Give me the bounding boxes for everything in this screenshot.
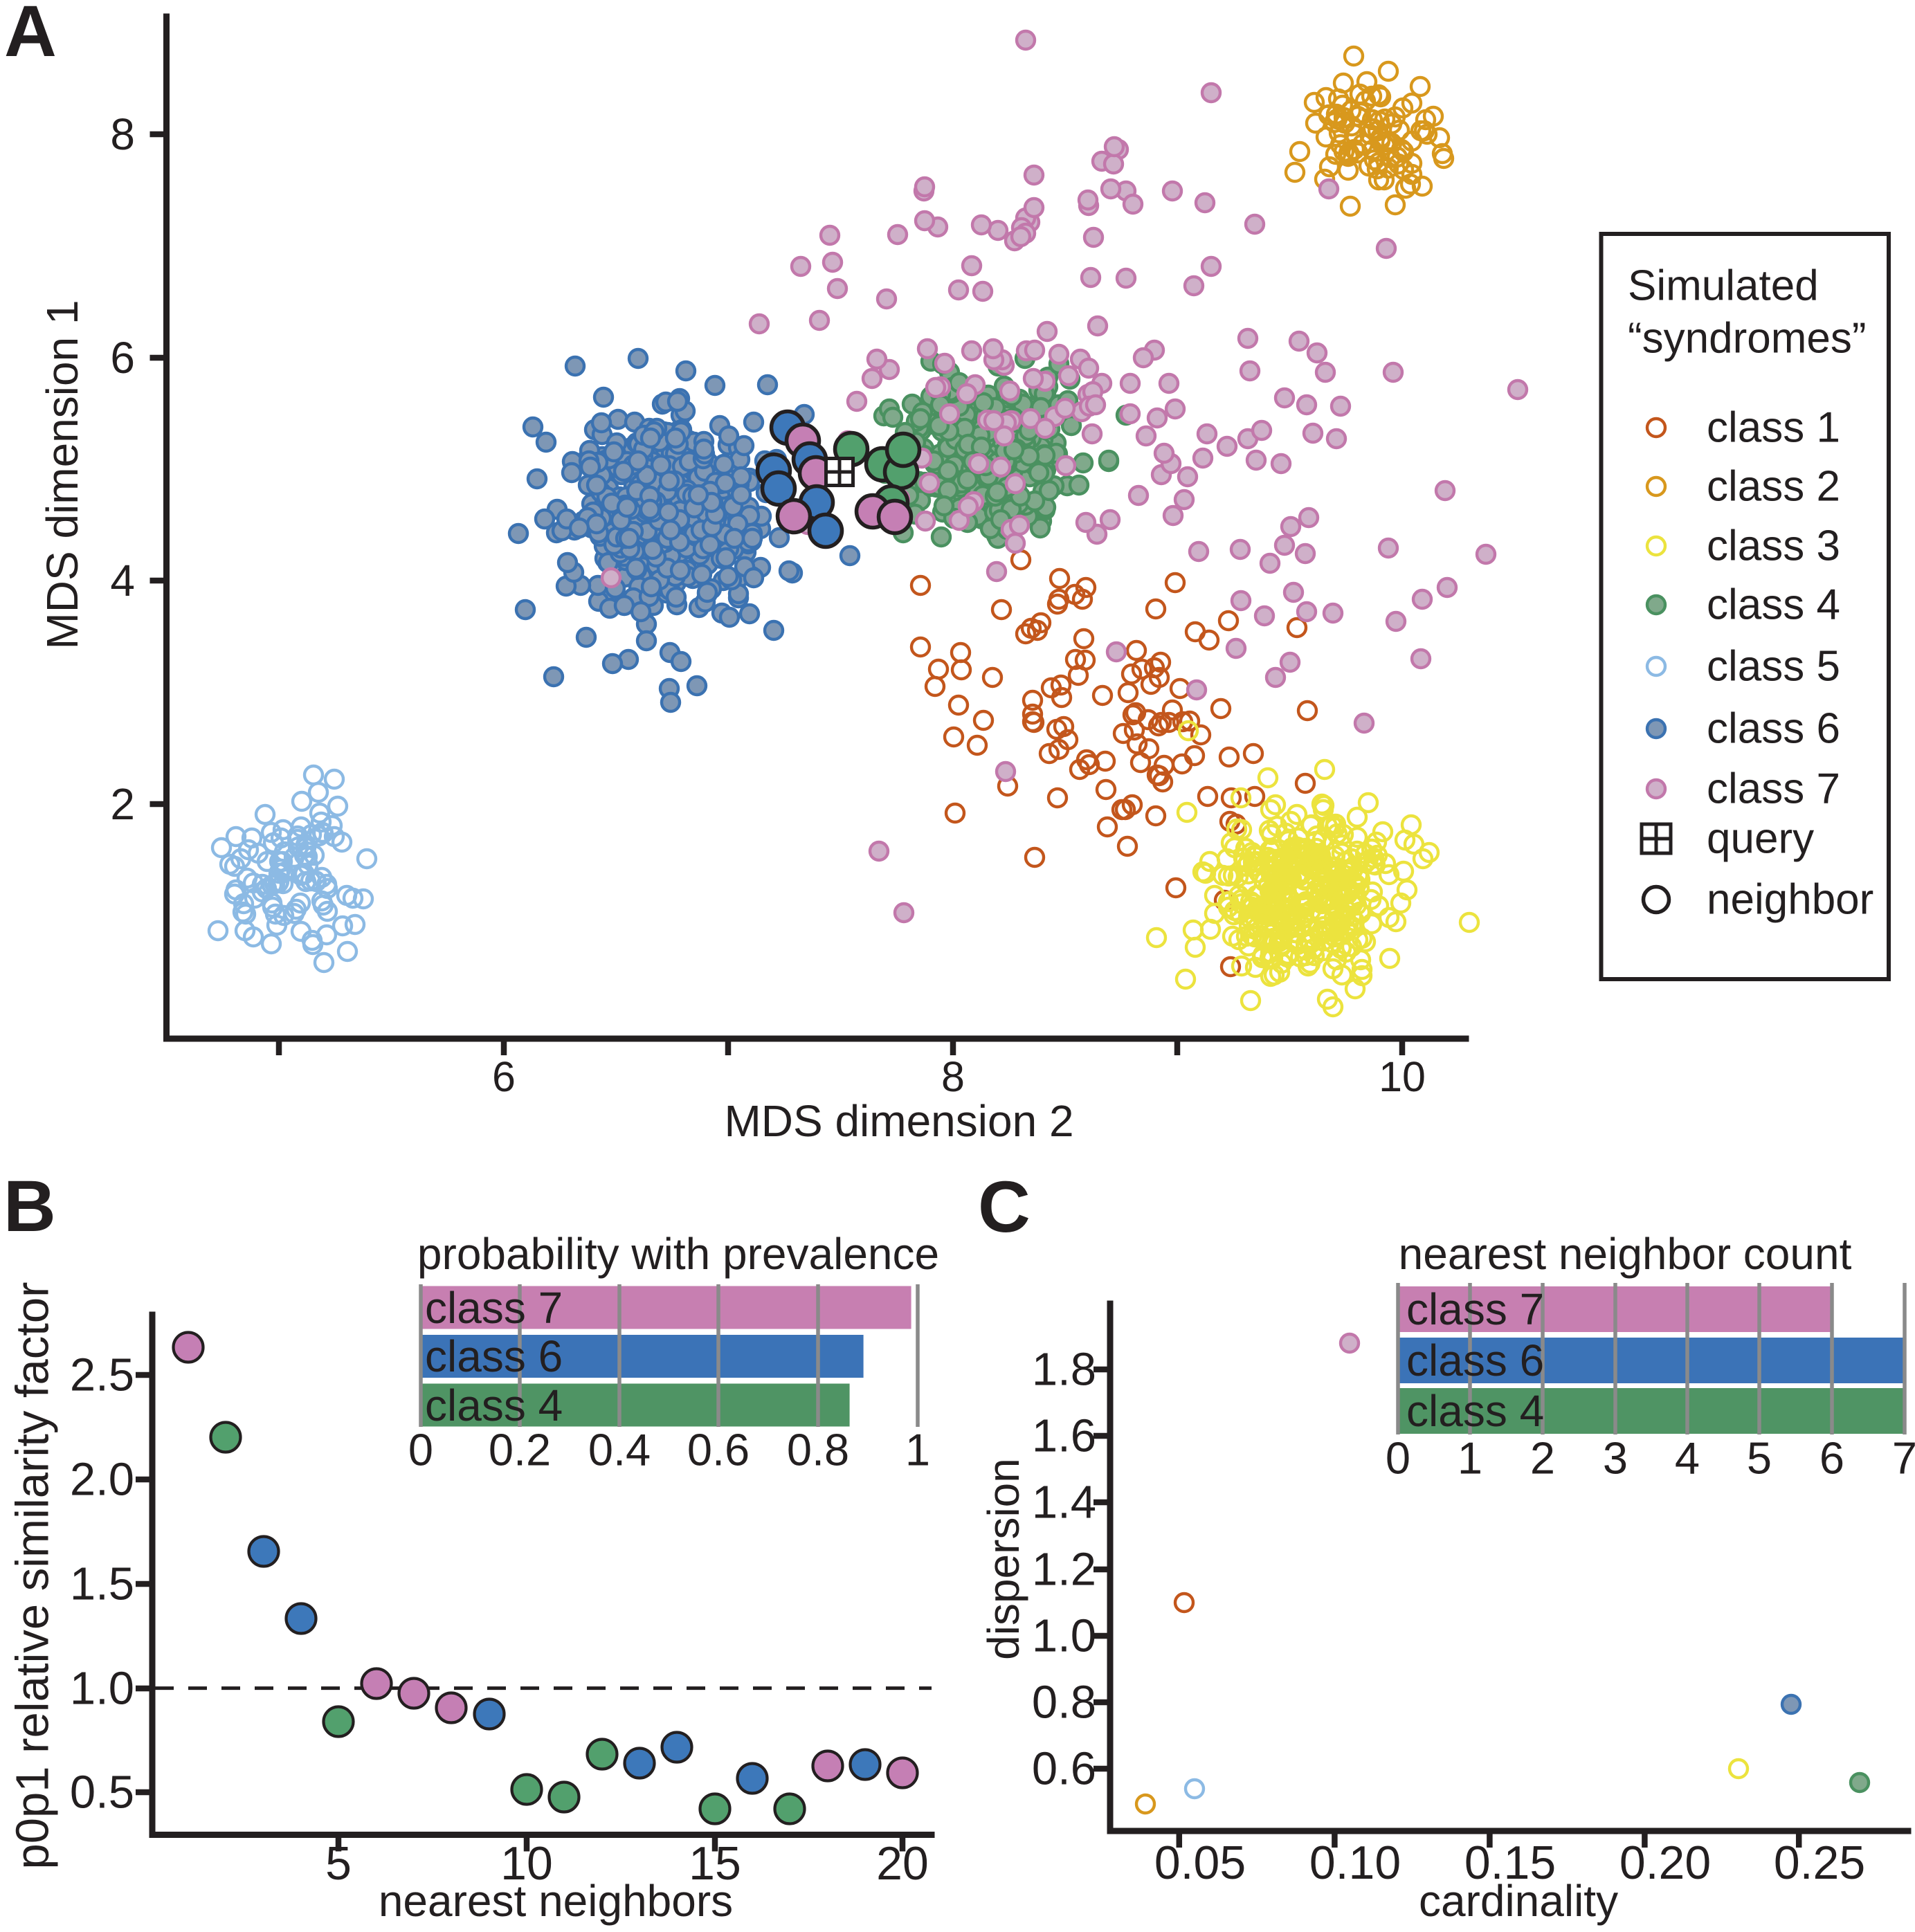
svg-text:class 7: class 7	[425, 1283, 563, 1333]
svg-text:A: A	[4, 0, 57, 72]
svg-text:neighbor: neighbor	[1707, 876, 1873, 924]
svg-text:dispersion: dispersion	[979, 1458, 1028, 1660]
svg-text:0.6: 0.6	[1032, 1743, 1096, 1795]
svg-text:0.2: 0.2	[489, 1425, 551, 1475]
svg-text:p0p1 relative similarity facto: p0p1 relative similarity factor	[7, 1282, 59, 1870]
svg-text:0.8: 0.8	[1032, 1677, 1096, 1729]
svg-text:C: C	[978, 1167, 1031, 1248]
svg-text:0: 0	[408, 1425, 433, 1475]
svg-text:class 7: class 7	[1707, 765, 1840, 813]
svg-text:20: 20	[876, 1837, 929, 1890]
svg-text:1.0: 1.0	[1032, 1610, 1096, 1662]
svg-text:2.0: 2.0	[70, 1454, 134, 1506]
svg-text:0.05: 0.05	[1154, 1837, 1246, 1889]
svg-text:2: 2	[110, 779, 135, 829]
svg-text:2: 2	[1530, 1433, 1555, 1484]
svg-text:0.6: 0.6	[687, 1425, 750, 1475]
svg-text:class 3: class 3	[1707, 522, 1840, 570]
svg-text:1.2: 1.2	[1032, 1544, 1096, 1596]
svg-text:0.20: 0.20	[1619, 1837, 1711, 1889]
svg-text:0.25: 0.25	[1774, 1837, 1865, 1889]
svg-text:1.8: 1.8	[1032, 1344, 1096, 1396]
svg-text:class 4: class 4	[1707, 581, 1840, 629]
svg-text:3: 3	[1603, 1433, 1628, 1484]
svg-text:Simulated: Simulated	[1628, 262, 1819, 310]
svg-text:class 1: class 1	[1707, 404, 1840, 452]
svg-text:15: 15	[689, 1837, 741, 1890]
svg-text:class 7: class 7	[1406, 1284, 1544, 1334]
svg-text:cardinality: cardinality	[1419, 1876, 1618, 1926]
svg-text:1.0: 1.0	[70, 1663, 134, 1715]
svg-text:class 4: class 4	[425, 1380, 563, 1430]
svg-text:class 5: class 5	[1707, 643, 1840, 691]
svg-text:query: query	[1707, 815, 1814, 863]
svg-text:1.4: 1.4	[1032, 1477, 1096, 1529]
svg-text:4: 4	[110, 556, 135, 605]
svg-text:class 2: class 2	[1707, 463, 1840, 511]
svg-text:4: 4	[1675, 1433, 1700, 1484]
svg-text:class 6: class 6	[1406, 1336, 1544, 1385]
svg-text:0.15: 0.15	[1464, 1837, 1556, 1889]
svg-text:B: B	[3, 1166, 56, 1247]
svg-text:0.8: 0.8	[787, 1425, 849, 1475]
svg-text:8: 8	[110, 109, 135, 159]
svg-text:2.5: 2.5	[70, 1349, 134, 1401]
svg-text:8: 8	[941, 1053, 965, 1100]
svg-text:class 6: class 6	[1707, 705, 1840, 753]
svg-text:10: 10	[1379, 1053, 1426, 1100]
svg-text:5: 5	[1747, 1433, 1772, 1484]
svg-text:1.5: 1.5	[70, 1558, 134, 1610]
svg-text:0.10: 0.10	[1309, 1837, 1401, 1889]
svg-text:6: 6	[1819, 1433, 1844, 1484]
svg-text:class 4: class 4	[1406, 1386, 1544, 1436]
svg-text:“syndromes”: “syndromes”	[1628, 315, 1867, 363]
svg-text:0.5: 0.5	[70, 1767, 134, 1819]
svg-text:5: 5	[325, 1837, 352, 1890]
svg-text:nearest neighbors: nearest neighbors	[379, 1876, 733, 1926]
svg-text:nearest neighbor count: nearest neighbor count	[1399, 1229, 1852, 1279]
svg-text:1: 1	[905, 1425, 930, 1475]
svg-text:6: 6	[492, 1053, 516, 1100]
svg-text:0: 0	[1386, 1433, 1410, 1484]
svg-text:1.6: 1.6	[1032, 1410, 1096, 1462]
svg-text:MDS dimension 2: MDS dimension 2	[724, 1096, 1073, 1146]
svg-text:1: 1	[1458, 1433, 1482, 1484]
svg-text:0.4: 0.4	[588, 1425, 651, 1475]
svg-text:MDS dimension 1: MDS dimension 1	[37, 300, 87, 649]
svg-text:7: 7	[1892, 1433, 1915, 1484]
svg-text:10: 10	[500, 1837, 553, 1890]
svg-text:probability with prevalence: probability with prevalence	[417, 1229, 939, 1279]
svg-text:6: 6	[110, 333, 135, 383]
svg-text:class 6: class 6	[425, 1331, 563, 1381]
